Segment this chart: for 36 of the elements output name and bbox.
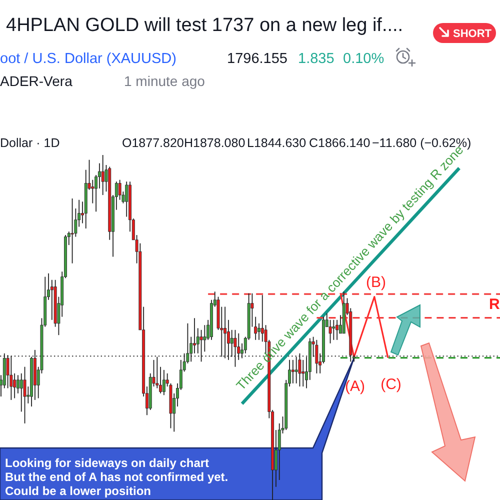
annotation: (B) [366, 274, 386, 291]
text: C1866.140 [309, 136, 370, 150]
text: L1844.630 [247, 136, 306, 150]
candlestick [302, 359, 305, 387]
candlestick [118, 179, 122, 200]
candlestick [328, 319, 332, 344]
text: 1796.155 [227, 51, 288, 67]
annotation: (C) [380, 376, 402, 393]
candlestick [125, 181, 128, 218]
candlestick [91, 179, 94, 204]
text: 0.10% [343, 51, 384, 67]
text: Dollar · 1D [0, 136, 60, 150]
candlestick [70, 198, 74, 264]
text: O1877.820 [122, 136, 184, 150]
text: H1878.080 [184, 136, 246, 150]
text: oot / U.S. Dollar (XAUUSD) [0, 51, 176, 67]
text: SHORT [453, 28, 492, 40]
text: ADER-Vera [0, 73, 73, 89]
annotation: (A) [345, 378, 365, 395]
candlestick [162, 369, 166, 396]
text: 1 minute ago [124, 73, 206, 89]
candlestick [332, 319, 336, 340]
text: 1.835 [298, 51, 334, 67]
candlestick [16, 374, 20, 394]
candlestick [291, 359, 294, 384]
candlestick [336, 319, 339, 340]
annotation: Looking for sideways on daily chart [5, 456, 210, 470]
candlestick [193, 318, 196, 354]
candlestick [101, 154, 104, 196]
candlestick [258, 322, 260, 340]
annotation: R [489, 296, 500, 313]
annotation: Could be a lower position [5, 484, 152, 498]
candlestick [20, 372, 23, 412]
chart-title: 4HPLAN GOLD will test 1737 on a new leg if.... [6, 15, 404, 36]
annotation: But the end of A has not confirmed yet. [5, 470, 228, 484]
candlestick [23, 366, 26, 424]
